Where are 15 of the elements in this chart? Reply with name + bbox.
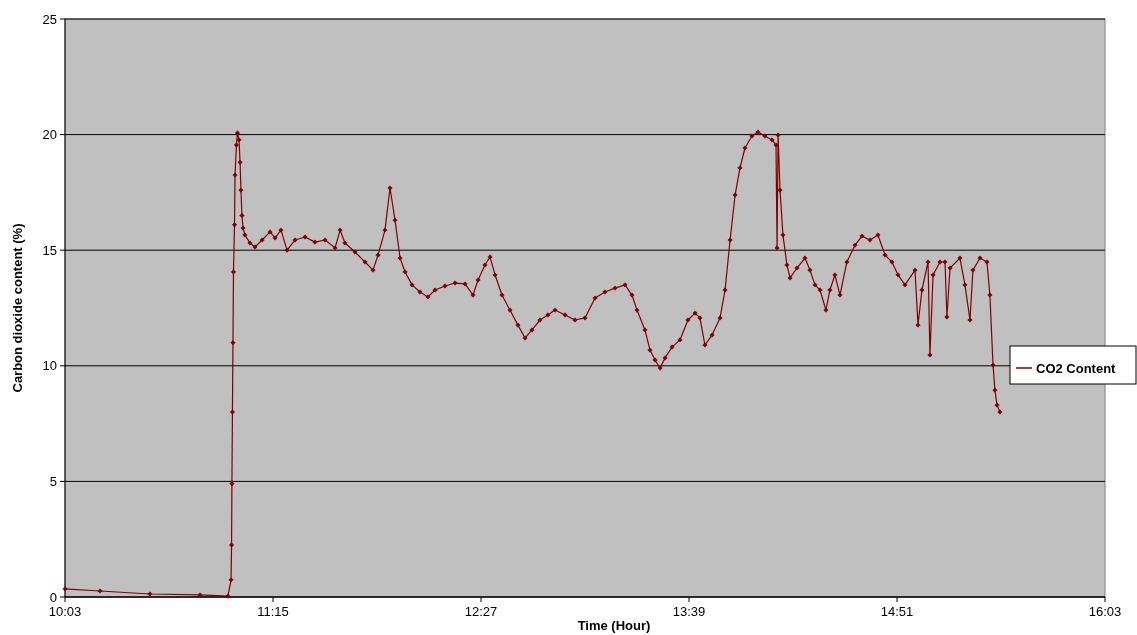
x-axis-title: Time (Hour) — [577, 618, 651, 633]
y-tick-label: 15 — [42, 242, 57, 258]
y-tick-label: 10 — [42, 358, 57, 374]
x-tick-label: 16:03 — [1088, 604, 1122, 619]
y-tick-label: 25 — [42, 11, 57, 27]
x-tick-label: 11:15 — [257, 604, 289, 619]
y-tick-label: 20 — [42, 127, 57, 143]
legend-label: CO2 Content — [1036, 360, 1117, 376]
x-tick-label: 13:39 — [672, 604, 706, 619]
y-axis-title: Carbon dioxide content (%) — [10, 223, 25, 393]
x-tick-label: 12:27 — [464, 604, 498, 619]
y-tick-label: 5 — [49, 473, 57, 489]
x-tick-label: 10:03 — [48, 604, 82, 619]
y-tick-label: 0 — [49, 589, 57, 605]
x-tick-label: 14:51 — [880, 604, 914, 619]
